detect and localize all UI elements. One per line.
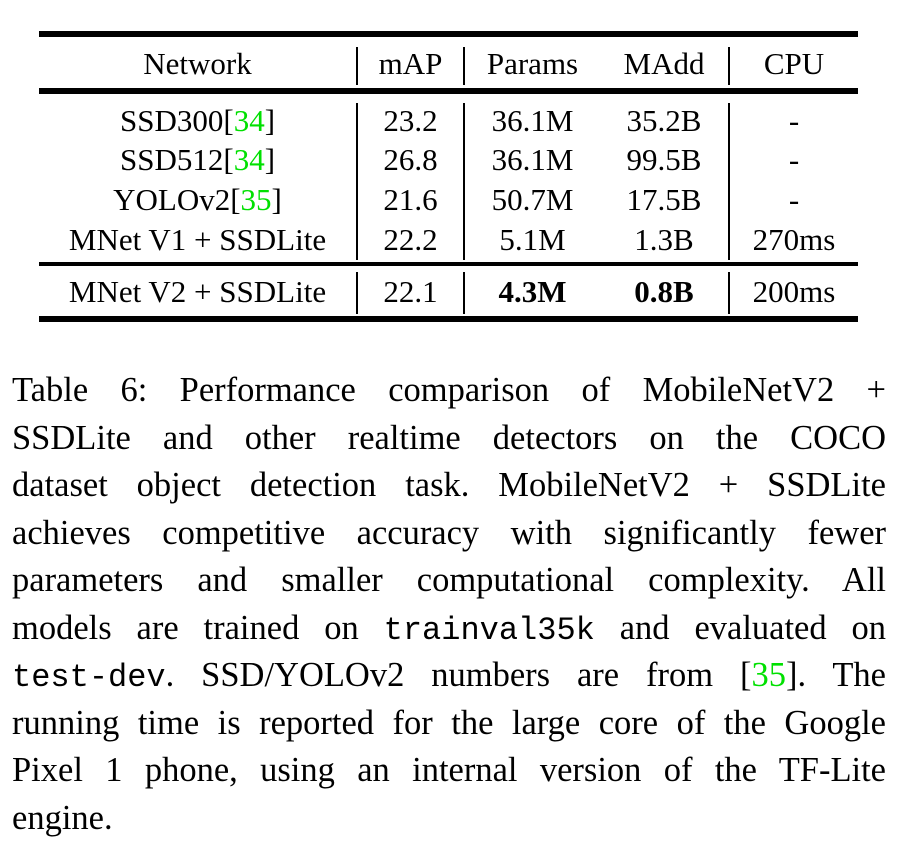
caption-line: engine. xyxy=(12,795,886,842)
table-row-madd: 35.2B xyxy=(600,103,728,139)
table-row-map: 22.1 xyxy=(358,274,463,310)
dataset-split-code: trainval35k xyxy=(384,612,595,649)
citation-link[interactable]: 34 xyxy=(234,142,265,177)
caption-line: SSDLite and other realtime detectors on … xyxy=(12,415,886,463)
group-separator-rule xyxy=(39,262,858,266)
caption-line: Table 6: Performance comparison of Mobil… xyxy=(12,367,886,415)
table-row-cpu: 270ms xyxy=(730,222,858,258)
caption-line: dataset object detection task. MobileNet… xyxy=(12,462,886,510)
table-row-cpu: - xyxy=(730,103,858,139)
table-row-madd: 17.5B xyxy=(600,182,728,218)
caption-line: test-dev. SSD/YOLOv2 numbers are from [3… xyxy=(12,652,886,700)
table-row-cpu: 200ms xyxy=(730,274,858,310)
table-row-network: SSD512[34] xyxy=(39,142,356,178)
table-row-map: 23.2 xyxy=(358,103,463,139)
table-row-params: 50.7M xyxy=(465,182,600,218)
table-row-params: 5.1M xyxy=(465,222,600,258)
top-rule xyxy=(39,31,858,37)
citation-link[interactable]: 35 xyxy=(751,656,786,694)
header-map: mAP xyxy=(358,46,463,82)
caption-line: running time is reported for the large c… xyxy=(12,700,886,748)
header-rule xyxy=(39,88,858,94)
table-row-network: MNet V2 + SSDLite xyxy=(39,274,356,310)
table-row-map: 21.6 xyxy=(358,182,463,218)
citation-link[interactable]: 34 xyxy=(234,103,265,138)
table-caption: Table 6: Performance comparison of Mobil… xyxy=(12,367,886,842)
table-row-madd: 1.3B xyxy=(600,222,728,258)
dataset-split-code: test-dev xyxy=(12,659,166,696)
header-network: Network xyxy=(39,46,356,82)
caption-line: Pixel 1 phone, using an internal version… xyxy=(12,747,886,795)
table-row-madd: 99.5B xyxy=(600,142,728,178)
table-row-network: YOLOv2[35] xyxy=(39,182,356,218)
table-row-cpu: - xyxy=(730,142,858,178)
table-row-params: 36.1M xyxy=(465,103,600,139)
bottom-rule xyxy=(39,316,858,322)
caption-line: achieves competitive accuracy with signi… xyxy=(12,510,886,558)
header-madd: MAdd xyxy=(600,46,728,82)
table-row-network: SSD300[34] xyxy=(39,103,356,139)
table-row-madd: 0.8B xyxy=(600,274,728,310)
table-row-params: 4.3M xyxy=(465,274,600,310)
table-row-map: 26.8 xyxy=(358,142,463,178)
table-row-cpu: - xyxy=(730,182,858,218)
table-row-map: 22.2 xyxy=(358,222,463,258)
citation-link[interactable]: 35 xyxy=(241,182,272,217)
table-row-network: MNet V1 + SSDLite xyxy=(39,222,356,258)
table-row-params: 36.1M xyxy=(465,142,600,178)
caption-line: parameters and smaller computational com… xyxy=(12,557,886,605)
header-cpu: CPU xyxy=(730,46,858,82)
caption-line: models are trained on trainval35k and ev… xyxy=(12,605,886,653)
header-params: Params xyxy=(465,46,600,82)
